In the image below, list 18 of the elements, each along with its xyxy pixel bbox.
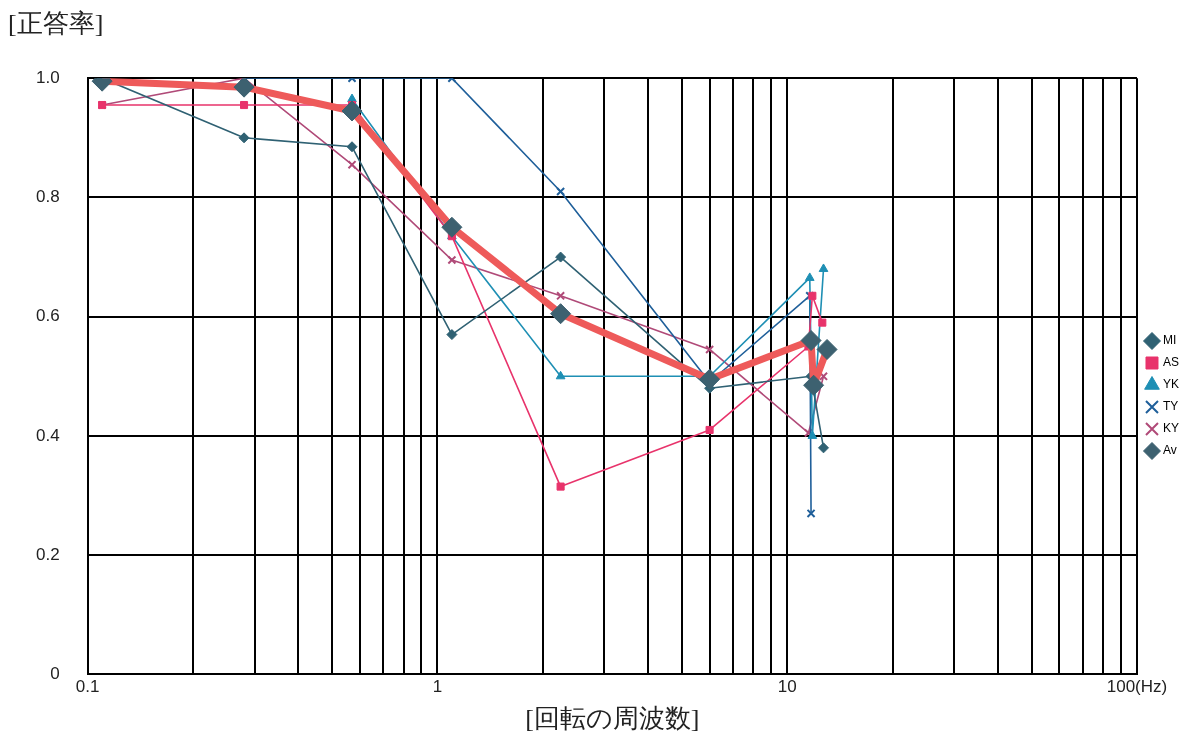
y-tick-label: 0.4 [35,425,60,445]
x-tick-label: 10 [777,677,797,697]
legend-label: MI [1162,333,1177,348]
legend-label: Av [1162,443,1177,458]
legend-label: TY [1162,399,1179,414]
x-tick-label: 0.1 [75,677,100,697]
x-axis-title: [回転の周波数] [525,704,700,734]
y-tick-label: 0.8 [35,187,60,207]
y-tick-label: 0 [50,664,60,684]
legend-label: KY [1162,421,1180,436]
legend-label: YK [1162,377,1180,392]
x-tick-label: 100(Hz) [1106,677,1168,697]
y-tick-label: 1.0 [35,67,60,87]
y-tick-label: 0.6 [35,306,60,326]
x-tick-label: 1 [432,677,443,697]
legend-label: AS [1162,355,1180,370]
y-tick-label: 0.2 [35,544,60,564]
y-axis-title: [正答率] [8,8,105,40]
